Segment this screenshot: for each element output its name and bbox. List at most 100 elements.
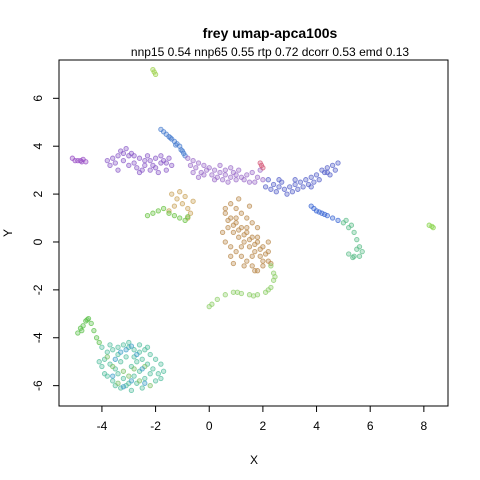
data-point-10-0: [268, 263, 274, 269]
data-point-9-51: [230, 260, 237, 267]
data-point-9-34: [241, 232, 247, 238]
data-point-9-35: [246, 236, 253, 243]
data-point-15-22: [155, 371, 161, 377]
data-point-3-3: [201, 162, 207, 169]
data-point-16-6: [115, 380, 121, 386]
data-point-12-2: [430, 224, 436, 231]
data-point-1-21: [166, 155, 172, 161]
data-point-1-10: [163, 167, 169, 173]
data-point-1-6: [142, 162, 148, 169]
data-point-7-5: [171, 203, 178, 209]
data-point-9-46: [260, 258, 266, 264]
data-point-11-10: [354, 246, 360, 252]
data-point-3-5: [211, 167, 218, 173]
data-point-12-0: [426, 222, 432, 228]
data-point-9-39: [219, 229, 226, 236]
data-point-5-29: [292, 177, 298, 183]
data-point-17-5: [139, 366, 145, 372]
data-point-1-13: [123, 145, 129, 152]
data-point-9-14: [252, 248, 258, 255]
data-point-8-8: [185, 214, 191, 220]
x-tick-label: 0: [206, 419, 213, 433]
data-point-14-7: [93, 335, 100, 341]
data-point-15-10: [152, 356, 159, 362]
data-point-5-30: [308, 184, 314, 190]
data-point-9-17: [233, 205, 239, 212]
data-point-6-3: [324, 212, 330, 219]
data-point-9-24: [233, 248, 239, 255]
data-point-14-2: [80, 323, 86, 329]
data-point-9-38: [262, 251, 269, 257]
data-point-16-7: [147, 382, 153, 389]
data-point-15-1: [104, 349, 110, 355]
data-point-6-7: [316, 209, 322, 215]
data-point-9-48: [236, 196, 242, 202]
data-point-9-22: [222, 239, 228, 245]
data-point-3-7: [222, 172, 228, 178]
data-point-11-12: [343, 217, 349, 224]
data-point-3-32: [249, 169, 255, 176]
data-point-5-8: [308, 174, 314, 180]
data-point-15-41: [136, 342, 143, 348]
data-point-3-0: [185, 155, 191, 161]
data-point-1-26: [158, 153, 164, 159]
data-point-15-25: [115, 371, 121, 377]
data-point-6-6: [311, 205, 317, 212]
data-point-1-19: [155, 169, 161, 176]
data-point-3-33: [254, 174, 261, 180]
data-point-17-7: [128, 378, 135, 384]
data-point-10-15: [250, 293, 257, 299]
data-point-14-5: [88, 320, 94, 327]
data-point-11-3: [354, 236, 360, 243]
data-point-5-0: [265, 177, 271, 183]
data-point-1-28: [120, 150, 127, 157]
y-tick-label: 6: [31, 95, 45, 102]
data-point-9-26: [244, 258, 250, 264]
data-point-3-6: [217, 169, 223, 176]
data-point-3-21: [236, 167, 242, 173]
data-point-15-4: [120, 342, 127, 348]
data-point-3-16: [209, 172, 215, 178]
data-point-7-4: [190, 198, 196, 204]
data-point-9-9: [225, 224, 231, 231]
data-point-15-43: [96, 359, 102, 365]
data-point-3-1: [190, 157, 196, 164]
data-point-11-8: [346, 251, 352, 257]
data-point-5-9: [313, 172, 320, 178]
data-point-7-3: [185, 205, 191, 212]
data-point-8-4: [166, 210, 172, 216]
data-point-2-9: [158, 126, 164, 133]
data-point-9-50: [241, 263, 247, 269]
data-point-5-4: [287, 184, 293, 190]
data-point-1-2: [120, 157, 127, 164]
data-point-15-3: [115, 344, 121, 350]
data-point-14-0: [75, 330, 81, 336]
data-point-9-18: [238, 210, 245, 216]
data-point-14-10: [84, 317, 90, 323]
data-point-17-9: [142, 380, 148, 386]
data-point-15-2: [110, 347, 116, 353]
data-point-13-2: [152, 71, 159, 78]
data-point-10-12: [206, 303, 212, 310]
y-tick-label: -4: [31, 332, 45, 343]
data-point-8-3: [160, 205, 167, 212]
data-point-15-18: [134, 359, 140, 365]
data-point-16-2: [131, 366, 137, 372]
data-point-5-26: [332, 167, 338, 173]
y-tick-label: -6: [31, 380, 45, 391]
data-point-17-6: [110, 373, 116, 379]
data-point-9-45: [249, 253, 255, 259]
data-point-11-6: [356, 253, 363, 259]
data-point-3-22: [241, 177, 247, 183]
data-point-9-54: [265, 239, 271, 245]
data-point-6-5: [335, 217, 341, 224]
data-point-7-6: [177, 189, 183, 195]
data-point-9-20: [249, 220, 255, 226]
data-point-15-15: [118, 359, 124, 365]
data-point-1-23: [126, 162, 132, 169]
data-point-10-13: [272, 274, 278, 280]
data-point-5-23: [316, 177, 322, 183]
data-point-1-0: [110, 155, 116, 161]
data-point-1-33: [104, 157, 110, 164]
data-point-11-5: [359, 248, 365, 255]
